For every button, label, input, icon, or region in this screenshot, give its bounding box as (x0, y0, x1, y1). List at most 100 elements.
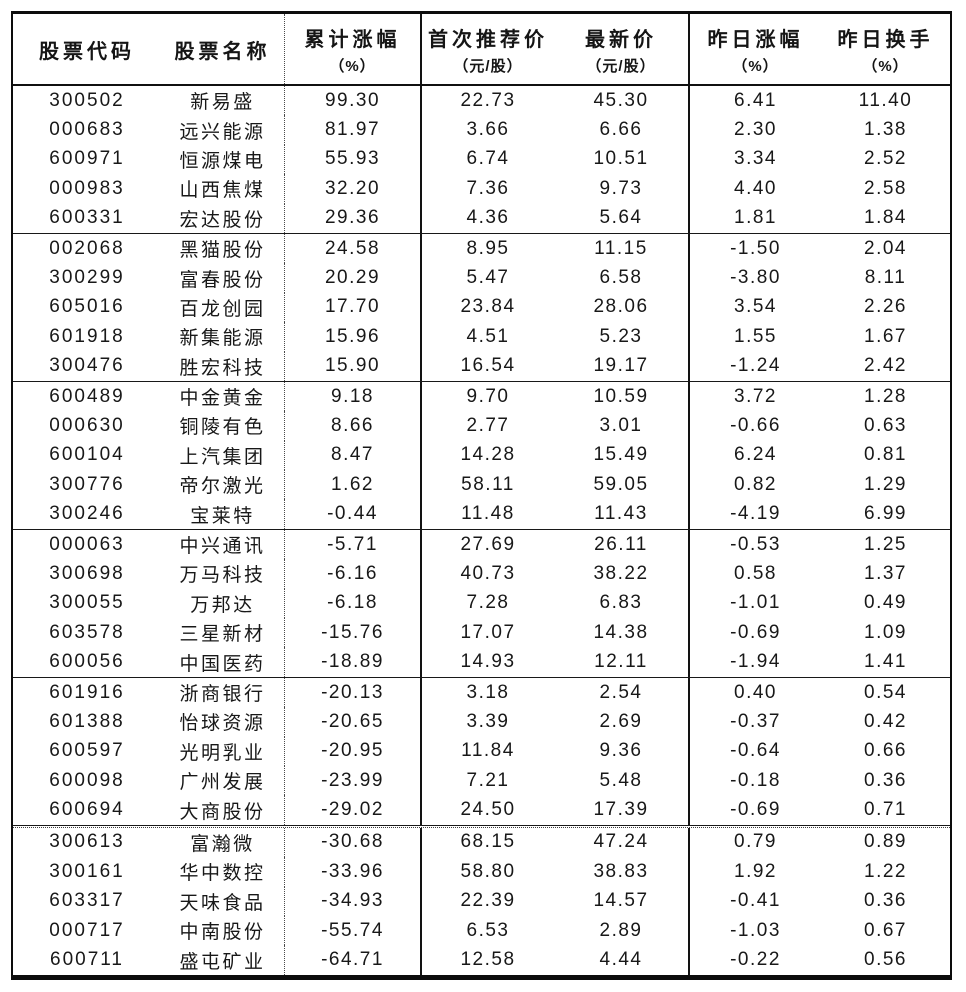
first-recommended-price-cell: 8.95 (420, 233, 554, 264)
header-yesterday-turnover-unit: （%） (862, 57, 909, 75)
stock-name-cell: 怡球资源 (179, 713, 266, 735)
table-row: 000630 铜陵有色 8.66 2.77 3.01 -0.66 0.63 (13, 411, 950, 441)
first-recommended-price-cell: 14.28 (420, 440, 554, 471)
header-first-recommended-price: 首次推荐价 （元/股） (420, 14, 554, 84)
stock-name-cell: 恒源煤电 (179, 150, 266, 172)
yesterday-turnover-cell: 1.22 (864, 860, 907, 882)
stock-name-cell: 宝莱特 (190, 505, 255, 527)
cumulative-gain-cell: -20.13 (284, 677, 420, 708)
latest-price-cell: 38.22 (593, 562, 649, 584)
table-row: 300613 富瀚微 -30.68 68.15 47.24 0.79 0.89 (13, 827, 950, 858)
yesterday-gain-cell: 0.40 (688, 677, 821, 708)
stock-code-cell: 000983 (49, 177, 125, 199)
table-row: 601916 浙商银行 -20.13 3.18 2.54 0.40 0.54 (13, 677, 950, 708)
header-stock-name: 股票名称 (161, 14, 284, 84)
yesterday-gain-cell: -0.53 (688, 529, 821, 560)
header-latest-price: 最新价 （元/股） (554, 14, 688, 84)
latest-price-cell: 28.06 (593, 296, 649, 318)
yesterday-gain-cell: 6.24 (688, 440, 821, 471)
stock-name-cell: 远兴能源 (179, 121, 266, 143)
stock-code-cell: 600971 (49, 148, 125, 170)
table-row: 000983 山西焦煤 32.20 7.36 9.73 4.40 2.58 (13, 174, 950, 204)
yesterday-turnover-cell: 1.67 (864, 325, 907, 347)
cumulative-gain-cell: 99.30 (284, 86, 420, 116)
stock-name-cell: 中南股份 (179, 922, 266, 944)
yesterday-turnover-cell: 1.38 (864, 119, 907, 141)
yesterday-gain-cell: -1.01 (688, 588, 821, 619)
yesterday-gain-cell: 1.92 (688, 857, 821, 887)
table-row: 300502 新易盛 99.30 22.73 45.30 6.41 11.40 (13, 86, 950, 116)
cumulative-gain-cell: -20.65 (284, 707, 420, 737)
table-row: 600098 广州发展 -23.99 7.21 5.48 -0.18 0.36 (13, 765, 950, 796)
stock-code-cell: 002068 (49, 237, 125, 259)
cumulative-gain-cell: -5.71 (284, 529, 420, 560)
stock-name-cell: 三星新材 (179, 624, 266, 646)
header-yesterday-gain: 昨日涨幅 （%） (688, 14, 821, 84)
latest-price-cell: 10.51 (593, 148, 649, 170)
yesterday-gain-cell: -0.41 (688, 886, 821, 916)
table-row: 600056 中国医药 -18.89 14.93 12.11 -1.94 1.41 (13, 647, 950, 677)
latest-price-cell: 2.54 (599, 681, 643, 703)
stock-name-cell: 万邦达 (190, 594, 255, 616)
latest-price-cell: 2.89 (599, 919, 643, 941)
yesterday-gain-cell: -0.18 (688, 765, 821, 796)
latest-price-cell: 47.24 (593, 831, 649, 853)
yesterday-gain-cell: 1.81 (688, 203, 821, 233)
yesterday-gain-cell: -3.80 (688, 263, 821, 293)
stock-name-cell: 富春股份 (179, 269, 266, 291)
latest-price-cell: 3.01 (599, 414, 643, 436)
first-recommended-price-cell: 4.36 (420, 203, 554, 233)
yesterday-turnover-cell: 0.42 (864, 710, 907, 732)
table-row: 600694 大商股份 -29.02 24.50 17.39 -0.69 0.71 (13, 795, 950, 825)
header-stock-name-label: 股票名称 (174, 40, 271, 63)
table-row: 000683 远兴能源 81.97 3.66 6.66 2.30 1.38 (13, 115, 950, 145)
table-row: 600597 光明乳业 -20.95 11.84 9.36 -0.64 0.66 (13, 736, 950, 766)
table-row: 300055 万邦达 -6.18 7.28 6.83 -1.01 0.49 (13, 588, 950, 619)
row-group: 300502 新易盛 99.30 22.73 45.30 6.41 11.40 000683 远… (13, 86, 950, 233)
yesterday-turnover-cell: 2.26 (864, 296, 907, 318)
latest-price-cell: 6.83 (599, 592, 643, 614)
stock-code-cell: 603317 (49, 890, 125, 912)
first-recommended-price-cell: 24.50 (420, 795, 554, 825)
cumulative-gain-cell: -20.95 (284, 736, 420, 766)
latest-price-cell: 10.59 (593, 385, 649, 407)
yesterday-gain-cell: -0.22 (688, 945, 821, 975)
latest-price-cell: 14.38 (593, 621, 649, 643)
yesterday-turnover-cell: 0.71 (864, 799, 907, 821)
first-recommended-price-cell: 22.39 (420, 886, 554, 916)
yesterday-gain-cell: 3.34 (688, 144, 821, 175)
first-recommended-price-cell: 6.53 (420, 915, 554, 946)
yesterday-gain-cell: -1.03 (688, 915, 821, 946)
stock-code-cell: 601918 (49, 325, 125, 347)
table-body: 300502 新易盛 99.30 22.73 45.30 6.41 11.40 000683 远… (13, 86, 950, 975)
yesterday-turnover-cell: 0.54 (864, 681, 907, 703)
cumulative-gain-cell: -23.99 (284, 765, 420, 796)
stock-name-cell: 中金黄金 (179, 388, 266, 410)
yesterday-turnover-cell: 1.09 (864, 621, 907, 643)
header-stock-code-label: 股票代码 (39, 40, 135, 63)
first-recommended-price-cell: 22.73 (420, 86, 554, 116)
latest-price-cell: 6.66 (599, 119, 643, 141)
first-recommended-price-cell: 7.28 (420, 588, 554, 619)
yesterday-turnover-cell: 1.25 (864, 533, 907, 555)
yesterday-turnover-cell: 2.42 (864, 355, 907, 377)
table-row: 600711 盛屯矿业 -64.71 12.58 4.44 -0.22 0.56 (13, 945, 950, 975)
table-row: 300476 胜宏科技 15.90 16.54 19.17 -1.24 2.42 (13, 351, 950, 381)
cumulative-gain-cell: 15.96 (284, 322, 420, 352)
yesterday-gain-cell: 0.82 (688, 470, 821, 500)
stock-code-cell: 000630 (49, 414, 125, 436)
yesterday-gain-cell: -0.37 (688, 707, 821, 737)
header-yesterday-gain-label: 昨日涨幅 (707, 28, 804, 51)
table-row: 601388 怡球资源 -20.65 3.39 2.69 -0.37 0.42 (13, 707, 950, 737)
yesterday-turnover-cell: 0.81 (864, 444, 907, 466)
cumulative-gain-cell: 8.47 (284, 440, 420, 471)
yesterday-gain-cell: -0.69 (688, 795, 821, 825)
first-recommended-price-cell: 58.11 (420, 470, 554, 500)
cumulative-gain-cell: 55.93 (284, 144, 420, 175)
first-recommended-price-cell: 3.66 (420, 115, 554, 145)
first-recommended-price-cell: 4.51 (420, 322, 554, 352)
stock-name-cell: 天味食品 (179, 892, 266, 914)
stock-code-cell: 600331 (49, 207, 125, 229)
yesterday-gain-cell: -0.66 (688, 411, 821, 441)
table-row: 300299 富春股份 20.29 5.47 6.58 -3.80 8.11 (13, 263, 950, 293)
